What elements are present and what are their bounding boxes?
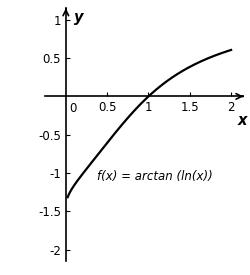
Text: 0: 0 [69, 102, 76, 115]
Text: y: y [74, 10, 83, 25]
Text: f(x) = arctan (ln(x)): f(x) = arctan (ln(x)) [97, 170, 212, 183]
Text: x: x [236, 113, 246, 128]
